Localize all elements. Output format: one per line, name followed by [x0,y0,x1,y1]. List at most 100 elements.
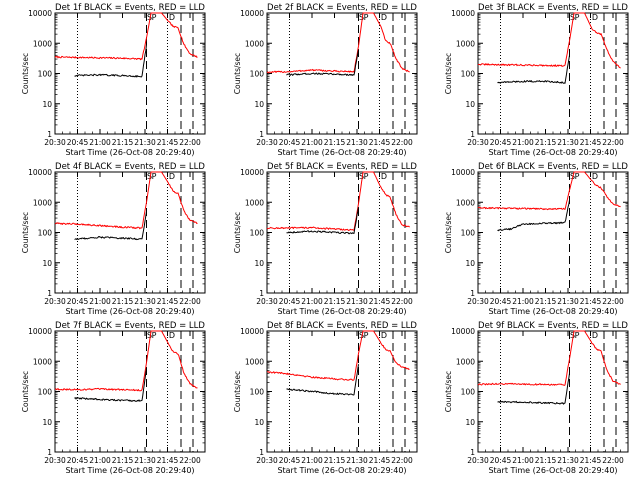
x-tick-label: 20:45 [490,456,512,465]
x-tick-label: 20:45 [490,138,512,147]
x-tick-label: 21:30 [346,456,368,465]
y-tick-label: 10 [465,259,475,268]
x-tick-label: 21:15 [535,138,557,147]
x-tick-label: 21:15 [324,138,346,147]
x-tick-label: 21:15 [112,138,134,147]
series-events-line [74,367,147,402]
x-tick-label: 21:00 [512,297,534,306]
event-marker-s: S [359,331,364,340]
x-tick-label: 21:15 [112,456,134,465]
x-axis-label: Start Time (26-Oct-08 20:29:40) [488,307,617,316]
panel-det-7: Det 7f BLACK = Events, RED = LLD 1 10 100 10… [21,321,206,475]
y-tick-label: 10000 [28,9,52,18]
x-tick-label: 21:45 [369,138,391,147]
x-tick-label: 20:30 [467,138,489,147]
x-tick-label: 21:00 [89,297,111,306]
x-tick-label: 21:30 [557,138,579,147]
x-axis-label: Start Time (26-Oct-08 20:29:40) [488,466,617,475]
event-marker-s: S [147,331,152,340]
x-tick-label: 21:15 [324,456,346,465]
x-axis-label: Start Time (26-Oct-08 20:29:40) [65,148,194,157]
y-tick-label: 1000 [245,39,264,48]
y-tick-label: 1000 [33,39,52,48]
x-tick-label: 20:30 [467,297,489,306]
x-tick-label: 20:30 [467,456,489,465]
event-marker-p: P [364,331,369,340]
x-axis-label: Start Time (26-Oct-08 20:29:40) [65,307,194,316]
y-tick-label: 1 [470,448,475,457]
y-tick-label: 10 [42,259,52,268]
x-tick-label: 21:15 [535,456,557,465]
x-tick-label: 22:00 [602,138,624,147]
x-tick-label: 21:30 [346,297,368,306]
event-marker-d: D [381,331,387,340]
panel-title: Det 5f BLACK = Events, RED = LLD [267,162,417,172]
event-marker-d: D [169,13,175,22]
y-tick-label: 10 [254,259,264,268]
series-events-line [497,373,570,405]
event-marker-s: S [570,331,575,340]
event-marker-d: D [381,172,387,181]
y-tick-label: 1 [47,448,52,457]
x-axis-label: Start Time (26-Oct-08 20:29:40) [277,466,406,475]
x-tick-label: 21:30 [346,138,368,147]
y-tick-label: 100 [38,229,53,238]
event-marker-s: S [147,13,152,22]
event-marker-d: D [169,331,175,340]
y-tick-label: 1 [259,130,264,139]
x-tick-label: 20:30 [44,297,66,306]
y-tick-label: 10 [465,100,475,109]
y-tick-label: 10 [465,418,475,427]
panel-title: Det 6f BLACK = Events, RED = LLD [478,162,628,172]
event-marker-p: P [575,331,580,340]
y-tick-label: 100 [461,388,476,397]
x-tick-label: 21:30 [134,456,156,465]
panel-title: Det 2f BLACK = Events, RED = LLD [267,3,417,13]
x-tick-label: 20:30 [44,138,66,147]
event-marker-p: P [152,13,157,22]
x-tick-label: 22:00 [179,456,201,465]
y-tick-label: 10000 [451,168,475,177]
x-tick-label: 21:30 [134,297,156,306]
y-tick-label: 100 [250,388,265,397]
event-marker-s: S [359,172,364,181]
y-tick-label: 10 [42,100,52,109]
y-axis-label: Counts/sec [21,212,30,253]
y-tick-label: 100 [38,388,53,397]
event-marker-d: D [381,13,387,22]
event-marker-p: P [575,172,580,181]
series-lld-line [54,171,198,230]
panel-title: Det 1f BLACK = Events, RED = LLD [55,3,205,13]
x-tick-label: 20:45 [67,297,89,306]
y-tick-label: 10000 [451,327,475,336]
y-tick-label: 1 [47,130,52,139]
event-marker-d: D [592,331,598,340]
panel-det-1: Det 1f BLACK = Events, RED = LLD 1 10 100 10… [21,3,206,157]
x-tick-label: 21:00 [89,456,111,465]
x-tick-label: 21:45 [580,138,602,147]
event-marker-p: P [152,331,157,340]
y-tick-label: 10000 [28,327,52,336]
x-tick-label: 21:45 [157,297,179,306]
panel-title: Det 9f BLACK = Events, RED = LLD [478,321,628,331]
event-marker-d: D [169,172,175,181]
y-tick-label: 100 [461,229,476,238]
series-events-line [286,49,359,76]
x-tick-label: 21:45 [157,456,179,465]
event-marker-s: S [570,13,575,22]
x-tick-label: 21:30 [557,456,579,465]
y-tick-label: 1000 [456,357,475,366]
y-tick-label: 100 [461,70,476,79]
series-events-line [286,364,359,396]
panel-det-4: Det 4f BLACK = Events, RED = LLD 1 10 100 10… [21,162,206,316]
y-tick-label: 10000 [240,168,264,177]
y-axis-label: Counts/sec [233,53,242,94]
series-lld-line [477,12,621,69]
x-tick-label: 21:00 [89,138,111,147]
y-tick-label: 1 [47,289,52,298]
event-marker-d: D [592,13,598,22]
x-tick-label: 20:45 [279,297,301,306]
x-tick-label: 21:00 [301,138,323,147]
x-tick-label: 22:00 [179,138,201,147]
